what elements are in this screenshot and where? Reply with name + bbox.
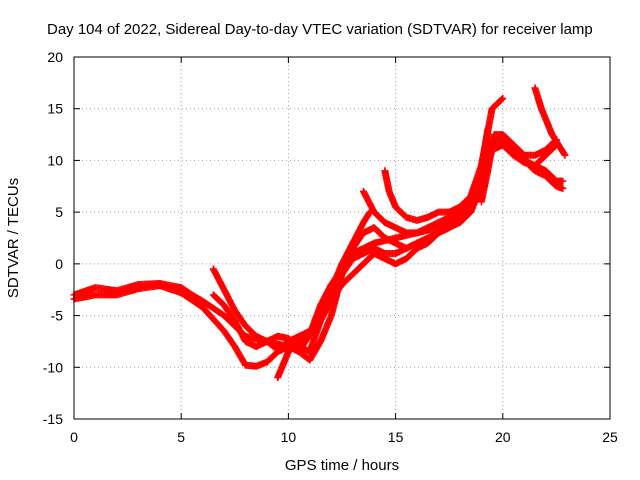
data-point	[467, 193, 475, 201]
y-tick-label: 10	[47, 152, 63, 168]
axis-ticks: 0 5 10 15 20 25 -15 -10 -5 0 5 10 15 20	[43, 49, 618, 445]
y-tick-label: -15	[43, 411, 63, 427]
data-point	[560, 150, 568, 158]
x-tick-label: 20	[495, 429, 511, 445]
data-point	[466, 194, 474, 202]
x-tick-label: 15	[388, 429, 404, 445]
y-tick-label: -5	[51, 308, 64, 324]
data-point	[499, 94, 507, 102]
data-point	[561, 151, 569, 159]
series-track-8	[531, 84, 569, 159]
data-point	[559, 184, 567, 192]
y-tick-label: 15	[47, 101, 63, 117]
series-track-9	[477, 131, 560, 206]
x-tick-label: 10	[281, 429, 297, 445]
grid-lines	[74, 57, 610, 419]
data-point	[484, 125, 492, 133]
data-point	[551, 137, 559, 145]
series-track-7	[381, 167, 475, 224]
x-tick-label: 25	[602, 429, 618, 445]
x-tick-label: 0	[70, 429, 78, 445]
chart-title: Day 104 of 2022, Sidereal Day-to-day VTE…	[47, 21, 593, 38]
y-tick-label: 20	[47, 49, 63, 65]
x-tick-label: 5	[177, 429, 185, 445]
plot-frame	[73, 56, 611, 420]
data-point	[498, 95, 506, 103]
y-tick-label: 5	[55, 204, 63, 220]
x-axis-title: GPS time / hours	[285, 457, 399, 474]
y-tick-label: -10	[43, 359, 63, 375]
y-tick-label: 0	[55, 256, 63, 272]
data-point	[365, 209, 373, 217]
y-axis-title: SDTVAR / TECUs	[5, 178, 22, 298]
data-point	[552, 136, 560, 144]
data-marks	[70, 84, 569, 382]
data-point	[559, 177, 567, 185]
